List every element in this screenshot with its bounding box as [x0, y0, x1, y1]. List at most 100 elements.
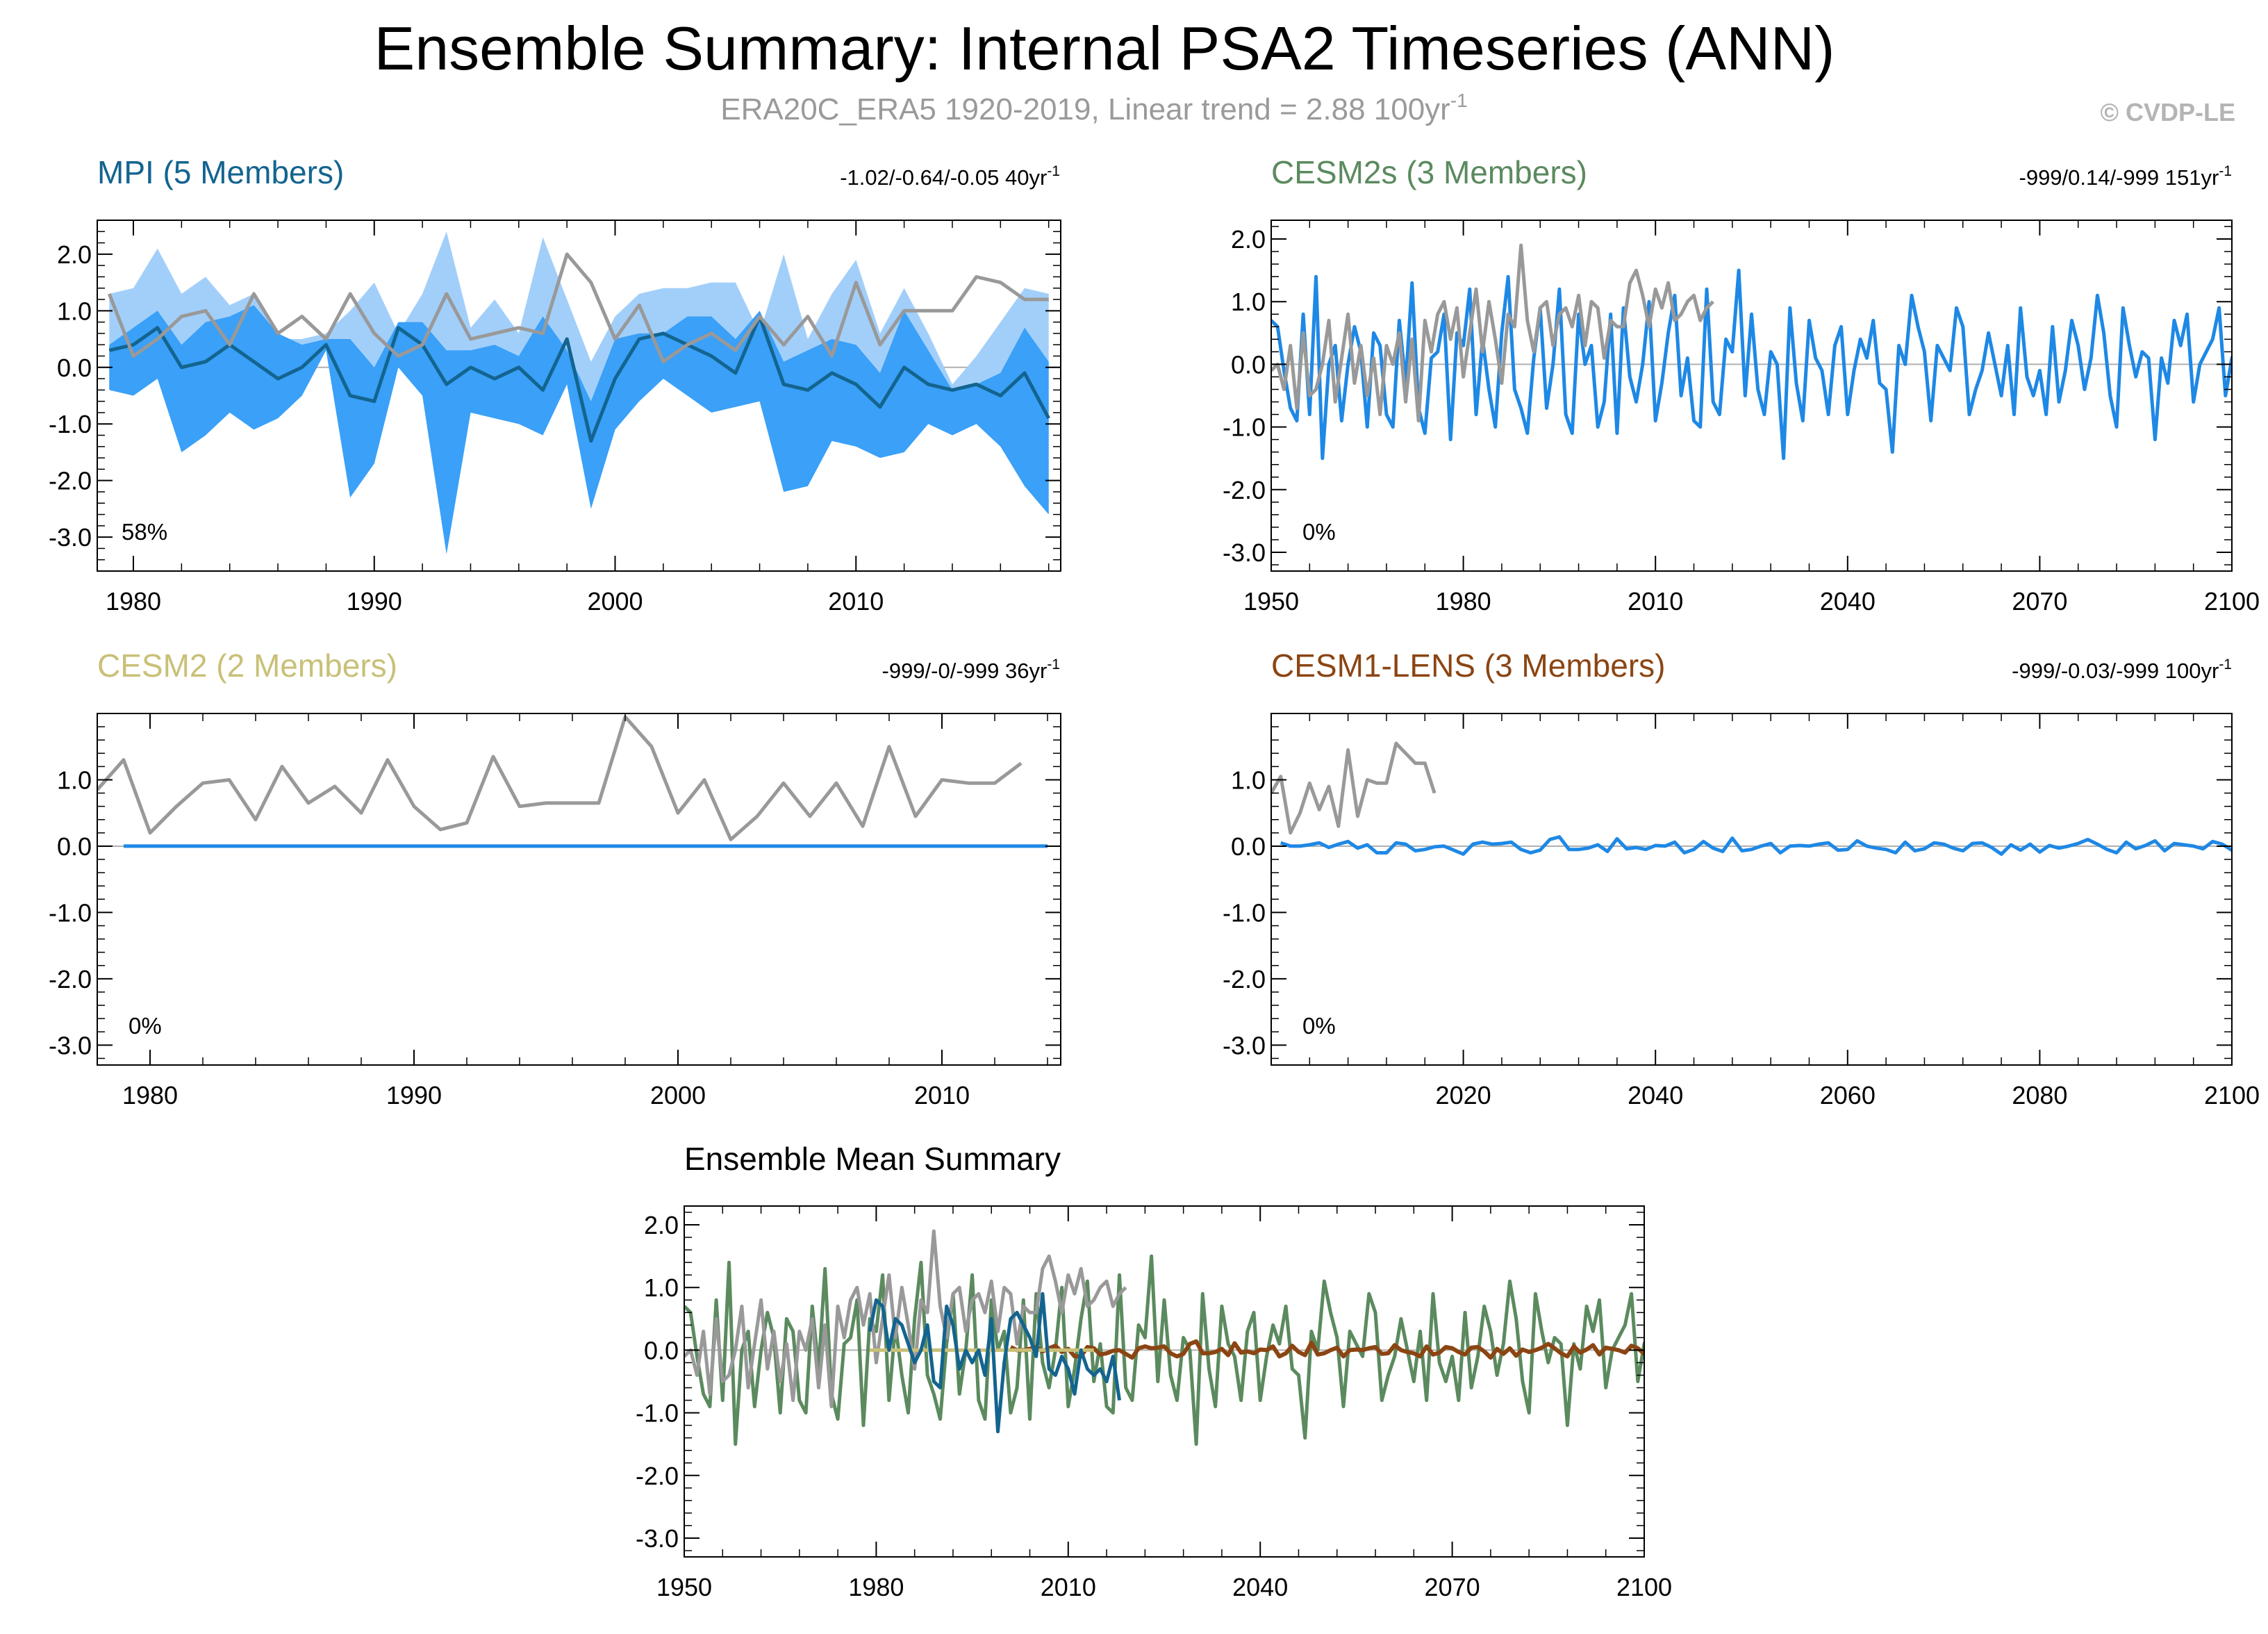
- x-tick-label: 2040: [1628, 1081, 1683, 1109]
- x-tick-label: 2010: [1628, 587, 1683, 616]
- x-tick-label: 2010: [914, 1081, 970, 1109]
- panel-title: Ensemble Mean Summary: [684, 1141, 1061, 1177]
- panel-ensemble-mean-summary: Ensemble Mean Summary 2.0 1.0 0.0 -1.0 -2.0 -…: [636, 1141, 1672, 1601]
- series-line-observations: [1271, 243, 1714, 423]
- plot-frame: [97, 713, 1061, 1066]
- y-tick-label: 2.0: [644, 1211, 679, 1239]
- figure-subtitle-main: ERA20C_ERA5 1920-2019, Linear trend = 2.…: [720, 92, 1450, 126]
- panel-cesm2: CESM2 (2 Members) -999/-0/-999 36yr-1 0%…: [49, 647, 1061, 1109]
- panel-percent: 0%: [1302, 519, 1336, 545]
- figure-subtitle: ERA20C_ERA5 1920-2019, Linear trend = 2.…: [720, 90, 1468, 126]
- y-tick-label: 0.0: [57, 832, 92, 861]
- y-tick-label: -2.0: [49, 467, 92, 495]
- x-tick-label: 1950: [1243, 587, 1299, 616]
- series-line-ensemble-mean: [108, 315, 1050, 443]
- plot-area: [1271, 243, 2232, 461]
- credit-label: © CVDP-LE: [2100, 98, 2235, 126]
- y-tick-label: -2.0: [49, 965, 92, 993]
- y-tick-label: 0.0: [1231, 350, 1266, 379]
- panel-stat: -999/-0.03/-999 100yr-1: [2012, 657, 2232, 683]
- plot-area: [1271, 741, 2232, 856]
- x-tick-label: 2020: [1436, 1081, 1491, 1109]
- panel-mpi: MPI (5 Members) -1.02/-0.64/-0.05 40yr-1…: [49, 154, 1061, 616]
- x-tick-label: 2070: [2012, 587, 2067, 616]
- y-tick-label: -3.0: [49, 1031, 92, 1059]
- panel-percent: 0%: [1302, 1013, 1336, 1039]
- y-tick-label: -2.0: [1223, 476, 1266, 504]
- y-tick-label: -2.0: [636, 1462, 679, 1490]
- plot-area: [97, 715, 1061, 848]
- x-tick-label: 2040: [1820, 587, 1876, 616]
- y-tick-label: -1.0: [49, 898, 92, 927]
- y-tick-label: 0.0: [57, 354, 92, 382]
- spread-inner-band: [109, 305, 1049, 554]
- figure-subtitle-sup: -1: [1450, 90, 1468, 111]
- panel-stat: -1.02/-0.64/-0.05 40yr-1: [840, 163, 1060, 190]
- series-line-ensemble-mean: [1271, 268, 2232, 461]
- y-tick-label: -3.0: [636, 1524, 679, 1553]
- y-tick-label: -1.0: [1223, 413, 1266, 442]
- x-tick-label: 1980: [122, 1081, 178, 1109]
- panel-stat: -999/0.14/-999 151yr-1: [2019, 163, 2233, 190]
- y-tick-label: -1.0: [49, 410, 92, 438]
- x-tick-label: 1990: [347, 587, 402, 616]
- x-tick-label: 1990: [386, 1081, 442, 1109]
- panel-title: CESM2s (3 Members): [1271, 154, 1587, 190]
- plot-frame: [684, 1205, 1645, 1558]
- series-line-cesm1-lens: [1009, 1339, 1644, 1360]
- y-tick-label: 2.0: [57, 240, 92, 269]
- x-tick-label: 2010: [1041, 1573, 1096, 1601]
- y-tick-label: -3.0: [49, 523, 92, 552]
- x-tick-label: 2040: [1232, 1573, 1288, 1601]
- y-tick-label: 1.0: [57, 766, 92, 794]
- y-tick-label: -2.0: [1223, 965, 1266, 993]
- x-tick-label: 1950: [656, 1573, 712, 1601]
- series-line-ensemble-mean: [1280, 835, 2232, 856]
- y-tick-label: -1.0: [1223, 898, 1266, 927]
- panel-percent: 58%: [122, 519, 167, 545]
- plot-area: [97, 231, 1061, 554]
- series-line-cesm2s: [684, 1254, 1644, 1446]
- y-tick-label: -1.0: [636, 1399, 679, 1428]
- plot-frame: [1270, 713, 2233, 1066]
- panel-stat-main: -999/-0.03/-999 100yr: [2012, 659, 2219, 683]
- series-line-observations: [97, 715, 1023, 841]
- panel-stat-sup: -1: [2219, 163, 2232, 179]
- panel-stat-sup: -1: [1047, 657, 1060, 672]
- panel-cesm1-lens: CESM1-LENS (3 Members) -999/-0.03/-999 1…: [1223, 647, 2260, 1109]
- panel-title: CESM2 (2 Members): [97, 647, 397, 684]
- x-tick-label: 1980: [848, 1573, 904, 1601]
- x-tick-label: 2100: [1616, 1573, 1672, 1601]
- x-tick-label: 2000: [650, 1081, 706, 1109]
- plot-frame: [1270, 220, 2233, 572]
- y-tick-label: 0.0: [1231, 832, 1266, 861]
- x-tick-label: 1980: [1436, 587, 1491, 616]
- series-line-observations: [107, 252, 1049, 364]
- panel-stat-main: -999/-0/-999 36yr: [882, 659, 1048, 683]
- series-line-observations: [684, 1229, 1127, 1409]
- y-tick-label: 1.0: [1231, 288, 1266, 316]
- x-tick-label: 2100: [2204, 587, 2260, 616]
- y-tick-label: -3.0: [1223, 1031, 1266, 1059]
- series-line-observations: [1271, 741, 1437, 835]
- y-tick-label: 2.0: [1231, 225, 1266, 254]
- series-line-mpi: [868, 1291, 1121, 1434]
- x-tick-label: 2100: [2204, 1081, 2260, 1109]
- x-tick-label: 2010: [828, 587, 884, 616]
- panel-title: CESM1-LENS (3 Members): [1271, 647, 1665, 684]
- x-tick-label: 2060: [1820, 1081, 1876, 1109]
- panel-stat-sup: -1: [1047, 163, 1060, 179]
- x-tick-label: 2000: [587, 587, 643, 616]
- y-tick-label: 1.0: [644, 1273, 679, 1302]
- panel-stat-sup: -1: [2219, 657, 2232, 672]
- x-tick-label: 2080: [2012, 1081, 2067, 1109]
- y-tick-label: -3.0: [1223, 538, 1266, 567]
- x-tick-label: 2070: [1425, 1573, 1480, 1601]
- panel-stat: -999/-0/-999 36yr-1: [882, 657, 1061, 683]
- panel-stat-main: -1.02/-0.64/-0.05 40yr: [840, 165, 1047, 190]
- plot-frame: [97, 220, 1061, 572]
- y-tick-label: 0.0: [644, 1336, 679, 1364]
- figure-title: Ensemble Summary: Internal PSA2 Timeseri…: [374, 14, 1835, 83]
- panel-stat-main: -999/0.14/-999 151yr: [2019, 165, 2219, 190]
